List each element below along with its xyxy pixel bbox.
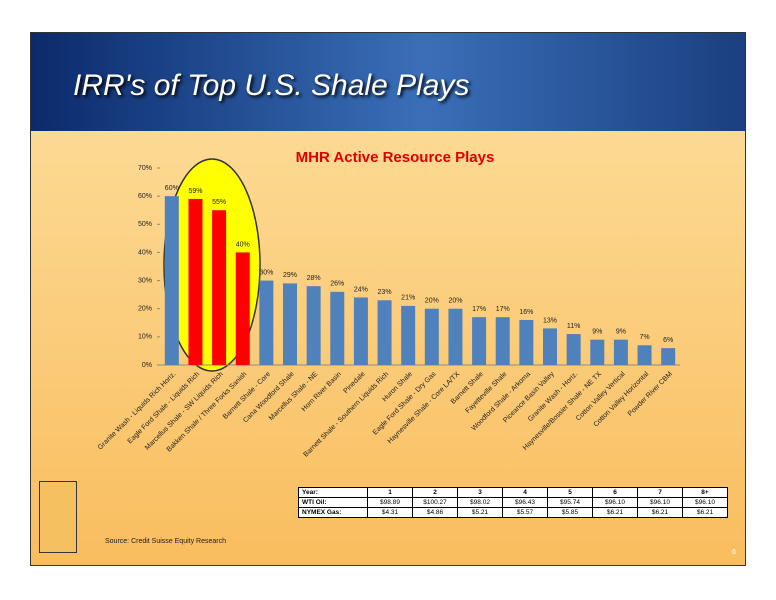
table-cell: $4.86: [412, 507, 458, 518]
bar: [519, 319, 534, 365]
chart-title: MHR Active Resource Plays: [296, 149, 495, 166]
table-cell: NYMEX Gas:: [298, 507, 368, 518]
value-label: 17%: [496, 306, 510, 313]
table-cell: 1: [367, 487, 413, 498]
bar: [164, 196, 179, 365]
page-number: 6: [732, 549, 736, 556]
bar: [637, 345, 652, 365]
bar: [472, 317, 487, 365]
bar: [590, 339, 605, 365]
value-label: 30%: [259, 269, 273, 276]
table-cell: $98.02: [457, 497, 503, 508]
bar: [566, 334, 581, 365]
bar: [495, 317, 510, 365]
bar: [188, 198, 203, 365]
table-cell: $6.21: [682, 507, 728, 518]
y-tick-label: 60%: [138, 193, 152, 200]
table-cell: 6: [592, 487, 638, 498]
table-row: NYMEX Gas: $4.31 $4.86 $5.21 $5.57 $5.85 $6.21…: [298, 507, 728, 518]
x-tick-label: Powder River CBM: [627, 371, 674, 418]
y-tick-label: 40%: [138, 249, 152, 256]
table-cell: $6.21: [592, 507, 638, 518]
bar: [212, 210, 227, 365]
value-label: 20%: [425, 298, 439, 305]
bar: [306, 286, 321, 365]
y-tick-label: 70%: [138, 165, 152, 172]
y-tick-label: 30%: [138, 277, 152, 284]
bar: [353, 297, 368, 365]
slide-title: IRR's of Top U.S. Shale Plays: [73, 69, 470, 102]
x-tick-label: Pinedale: [342, 371, 366, 395]
table-cell: $5.85: [547, 507, 593, 518]
y-tick-label: 0%: [142, 362, 152, 369]
bar: [661, 348, 676, 365]
value-label: 13%: [543, 317, 557, 324]
bar: [543, 328, 557, 365]
value-label: 24%: [354, 286, 368, 293]
value-label: 6%: [663, 337, 673, 344]
table-cell: 7: [637, 487, 683, 498]
table-cell: $96.10: [682, 497, 728, 508]
value-label: 9%: [592, 329, 602, 336]
value-label: 26%: [330, 281, 344, 288]
bar: [401, 305, 416, 365]
value-label: 20%: [448, 298, 462, 305]
bar: [448, 308, 463, 365]
table-cell: Year:: [298, 487, 368, 498]
value-label: 16%: [519, 309, 533, 316]
slide: IRR's of Top U.S. Shale Plays: [30, 32, 746, 566]
table-cell: WTI Oil:: [298, 497, 368, 508]
source-note: Source: Credit Suisse Equity Research: [105, 538, 226, 545]
table-cell: $5.21: [457, 507, 503, 518]
value-label: 21%: [401, 295, 415, 302]
table-cell: 5: [547, 487, 593, 498]
table-cell: $4.31: [367, 507, 413, 518]
bar: [259, 280, 274, 365]
y-tick-label: 10%: [138, 334, 152, 341]
value-label: 11%: [567, 323, 581, 330]
value-label: 29%: [283, 272, 297, 279]
value-label: 17%: [472, 306, 486, 313]
banner: [31, 33, 745, 131]
table-row: Year: 1 2 3 4 5 6 7 8+: [298, 487, 728, 498]
value-label: 40%: [236, 241, 250, 248]
table-cell: 3: [457, 487, 503, 498]
table-cell: 2: [412, 487, 458, 498]
table-cell: $95.74: [547, 497, 593, 508]
table-cell: $96.10: [592, 497, 638, 508]
x-tick-label: Fayetteville Shale: [464, 371, 508, 415]
table-cell: $98.89: [367, 497, 413, 508]
bar: [330, 291, 345, 365]
y-tick-label: 50%: [138, 221, 152, 228]
table-cell: 8+: [682, 487, 728, 498]
logo: [39, 481, 77, 553]
table-cell: $6.21: [637, 507, 683, 518]
value-label: 60%: [165, 185, 179, 192]
bar: [377, 300, 392, 365]
bar: [235, 252, 250, 365]
table-cell: $100.27: [412, 497, 458, 508]
price-table: Year: 1 2 3 4 5 6 7 8+ WTI Oil: $98.89 $100.27 $98.0…: [298, 487, 728, 518]
bar: [424, 308, 439, 365]
value-label: 28%: [307, 275, 321, 282]
table-cell: $5.57: [502, 507, 548, 518]
table-row: WTI Oil: $98.89 $100.27 $98.02 $96.43 $95.74 $…: [298, 497, 728, 508]
value-label: 9%: [616, 329, 626, 336]
y-tick-label: 20%: [138, 306, 152, 313]
bar: [613, 339, 628, 365]
table-cell: $96.43: [502, 497, 548, 508]
value-label: 23%: [378, 289, 392, 296]
table-cell: $96.10: [637, 497, 683, 508]
value-label: 59%: [188, 188, 202, 195]
value-label: 7%: [639, 334, 649, 341]
table-cell: 4: [502, 487, 548, 498]
value-label: 55%: [212, 199, 226, 206]
bar: [283, 283, 297, 365]
x-tick-label: Barnett Shale - Southern Liquids Rich: [302, 371, 390, 459]
